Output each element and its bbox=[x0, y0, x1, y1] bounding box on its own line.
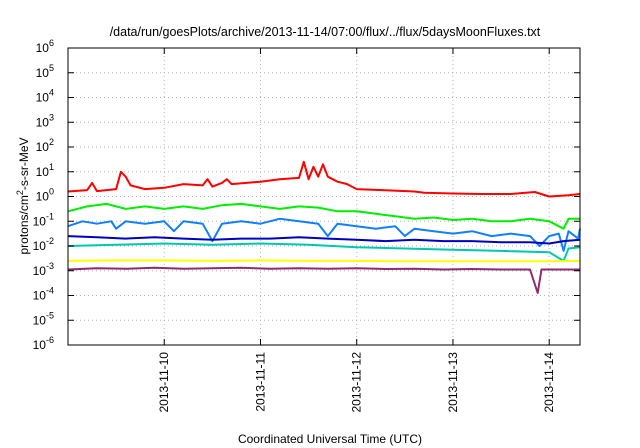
y-tick-label: 101 bbox=[36, 162, 54, 179]
y-tick-label: 104 bbox=[36, 88, 54, 105]
y-axis-label-rest: -s-sr-MeV bbox=[17, 137, 31, 190]
y-tick-label: 10-1 bbox=[33, 211, 54, 228]
y-tick-base: 10 bbox=[36, 115, 50, 129]
y-tick-exponent: 4 bbox=[49, 88, 54, 98]
y-tick-label: 105 bbox=[36, 63, 54, 80]
y-tick-exponent: 3 bbox=[49, 112, 54, 122]
grid bbox=[68, 48, 580, 345]
y-tick-label: 102 bbox=[36, 137, 54, 154]
y-tick-label: 10-5 bbox=[33, 310, 54, 327]
axes: 10-610-510-410-310-210-11001011021031041… bbox=[33, 38, 580, 413]
y-tick-exponent: 6 bbox=[49, 38, 54, 48]
y-tick-label: 106 bbox=[36, 38, 54, 55]
x-tick-label: 2013-11-11 bbox=[253, 352, 267, 412]
series-group bbox=[67, 160, 581, 294]
y-tick-base: 10 bbox=[33, 214, 47, 228]
y-tick-exponent: 1 bbox=[49, 162, 54, 172]
series-line-1 bbox=[67, 160, 581, 198]
y-axis-label: protons/cm2-s-sr-MeV bbox=[15, 137, 31, 254]
y-tick-base: 10 bbox=[33, 313, 47, 327]
y-tick-label: 10-6 bbox=[33, 335, 54, 352]
series-line-7 bbox=[67, 266, 580, 294]
series-line-5 bbox=[67, 235, 581, 245]
y-tick-base: 10 bbox=[36, 66, 50, 80]
y-tick-exponent: 5 bbox=[49, 63, 54, 73]
series-line-3 bbox=[67, 242, 581, 262]
y-tick-label: 103 bbox=[36, 112, 54, 129]
y-tick-base: 10 bbox=[36, 91, 50, 105]
y-tick-base: 10 bbox=[33, 338, 47, 352]
series-line-4 bbox=[67, 217, 581, 252]
y-tick-label: 10-3 bbox=[33, 261, 54, 278]
x-tick-label: 2013-11-12 bbox=[350, 352, 364, 413]
y-tick-exponent: -2 bbox=[46, 236, 54, 246]
y-tick-exponent: -3 bbox=[46, 261, 54, 271]
y-tick-base: 10 bbox=[33, 239, 47, 253]
y-tick-exponent: 2 bbox=[49, 137, 54, 147]
y-tick-exponent: 0 bbox=[49, 187, 54, 197]
y-tick-base: 10 bbox=[36, 41, 50, 55]
x-tick-label: 2013-11-14 bbox=[542, 352, 556, 413]
y-tick-base: 10 bbox=[33, 264, 47, 278]
series-line-2 bbox=[67, 202, 580, 230]
y-tick-exponent: -4 bbox=[46, 286, 54, 296]
y-tick-base: 10 bbox=[36, 165, 50, 179]
x-tick-label: 2013-11-10 bbox=[157, 352, 171, 413]
y-tick-label: 10-4 bbox=[33, 286, 54, 303]
y-tick-exponent: -6 bbox=[46, 335, 54, 345]
chart-title: /data/run/goesPlots/archive/2013-11-14/0… bbox=[110, 25, 541, 39]
y-tick-base: 10 bbox=[36, 140, 50, 154]
x-axis-label: Coordinated Universal Time (UTC) bbox=[238, 432, 422, 446]
y-tick-label: 10-2 bbox=[33, 236, 54, 253]
series-line-6 bbox=[67, 259, 581, 263]
y-tick-label: 100 bbox=[36, 187, 54, 204]
y-axis-label-sup: 2 bbox=[15, 190, 25, 195]
y-tick-base: 10 bbox=[33, 289, 47, 303]
y-tick-exponent: -1 bbox=[46, 211, 54, 221]
y-tick-base: 10 bbox=[36, 190, 50, 204]
x-tick-label: 2013-11-13 bbox=[446, 352, 460, 413]
y-axis-label-base: protons/cm bbox=[17, 195, 31, 254]
y-tick-exponent: -5 bbox=[46, 310, 54, 320]
